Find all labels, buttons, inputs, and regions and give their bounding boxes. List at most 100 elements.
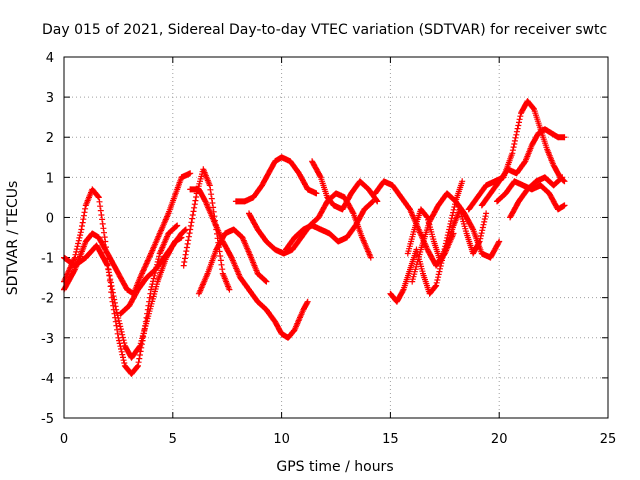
- data-point: [522, 158, 529, 165]
- data-point: [287, 158, 294, 165]
- series-track-l: [372, 178, 457, 269]
- data-point: [407, 206, 413, 213]
- x-tick-label: 25: [600, 432, 617, 447]
- data-point: [367, 254, 374, 261]
- series-track-o: [409, 190, 503, 285]
- data-point: [174, 186, 181, 193]
- data-point: [561, 178, 568, 185]
- data-point: [165, 230, 172, 237]
- data-point: [195, 186, 202, 193]
- data-point: [272, 158, 279, 165]
- y-tick-label: -3: [41, 332, 54, 347]
- data-point: [365, 186, 372, 193]
- data-point: [426, 290, 433, 297]
- data-point: [117, 310, 124, 317]
- data-point: [313, 190, 320, 197]
- data-point: [200, 166, 207, 173]
- data-point: [524, 98, 531, 105]
- data-point: [407, 266, 413, 273]
- data-point: [259, 182, 265, 189]
- data-point: [135, 362, 141, 369]
- data-point: [71, 254, 78, 261]
- data-point: [470, 226, 477, 233]
- data-point: [156, 250, 163, 257]
- x-axis-title: GPS time / hours: [276, 459, 393, 475]
- data-point: [561, 202, 568, 209]
- data-point: [82, 254, 89, 261]
- data-point: [291, 326, 298, 333]
- data-point: [180, 262, 187, 269]
- data-point: [278, 154, 285, 161]
- data-point: [289, 246, 296, 253]
- data-point: [426, 218, 433, 225]
- data-point: [502, 190, 509, 197]
- data-point: [324, 194, 331, 201]
- data-point: [115, 270, 122, 277]
- data-point: [248, 254, 255, 261]
- data-point: [124, 286, 131, 293]
- data-point: [317, 226, 324, 233]
- data-point: [365, 202, 372, 209]
- data-point: [174, 222, 181, 229]
- y-tick-label: 0: [46, 211, 54, 226]
- data-point: [298, 234, 305, 241]
- data-point: [389, 182, 396, 189]
- data-point: [78, 226, 85, 233]
- data-point: [361, 206, 368, 213]
- y-tick-label: -1: [41, 252, 54, 267]
- data-point: [104, 262, 111, 269]
- x-tick-label: 0: [60, 432, 68, 447]
- data-point: [435, 202, 442, 209]
- y-tick-label: -5: [41, 412, 54, 427]
- data-point: [541, 126, 548, 133]
- data-point: [95, 194, 102, 201]
- series-track-n: [404, 206, 490, 265]
- series-track-d: [117, 226, 189, 317]
- data-point: [237, 274, 244, 281]
- data-point: [283, 246, 289, 253]
- data-point: [113, 306, 120, 313]
- data-point: [352, 222, 359, 229]
- data-point: [254, 298, 261, 305]
- data-point: [211, 218, 218, 225]
- series-track-i: [246, 190, 374, 261]
- data-point: [380, 178, 387, 185]
- data-point: [524, 186, 531, 193]
- series-track-j: [283, 198, 376, 253]
- data-point: [246, 286, 252, 293]
- data-point: [326, 230, 333, 237]
- data-point: [478, 250, 485, 257]
- data-point: [226, 286, 233, 293]
- data-point: [128, 354, 135, 361]
- data-point: [520, 182, 527, 189]
- data-point: [143, 274, 150, 281]
- data-point: [187, 186, 194, 193]
- data-point: [559, 174, 566, 181]
- data-point: [241, 198, 248, 205]
- data-point: [291, 234, 298, 241]
- series-track-b: [61, 186, 181, 377]
- data-point: [531, 106, 537, 113]
- data-point: [348, 190, 355, 197]
- data-point: [300, 226, 307, 233]
- data-point: [161, 254, 168, 261]
- data-point: [148, 250, 154, 257]
- data-point: [154, 278, 161, 285]
- series-track-k: [309, 158, 381, 213]
- data-point: [309, 158, 316, 165]
- data-point: [437, 258, 444, 265]
- y-tick-label: 1: [46, 171, 54, 186]
- data-point: [404, 250, 411, 257]
- y-tick-label: 2: [46, 131, 54, 146]
- data-point: [409, 278, 416, 285]
- data-point: [474, 194, 481, 201]
- data-point: [461, 210, 468, 217]
- data-point: [137, 274, 144, 281]
- y-tick-label: 4: [46, 51, 54, 66]
- data-point: [420, 270, 426, 277]
- data-point: [330, 202, 337, 209]
- data-point: [513, 170, 520, 177]
- data-point: [145, 310, 152, 317]
- data-point: [254, 226, 261, 233]
- data-point: [121, 362, 128, 369]
